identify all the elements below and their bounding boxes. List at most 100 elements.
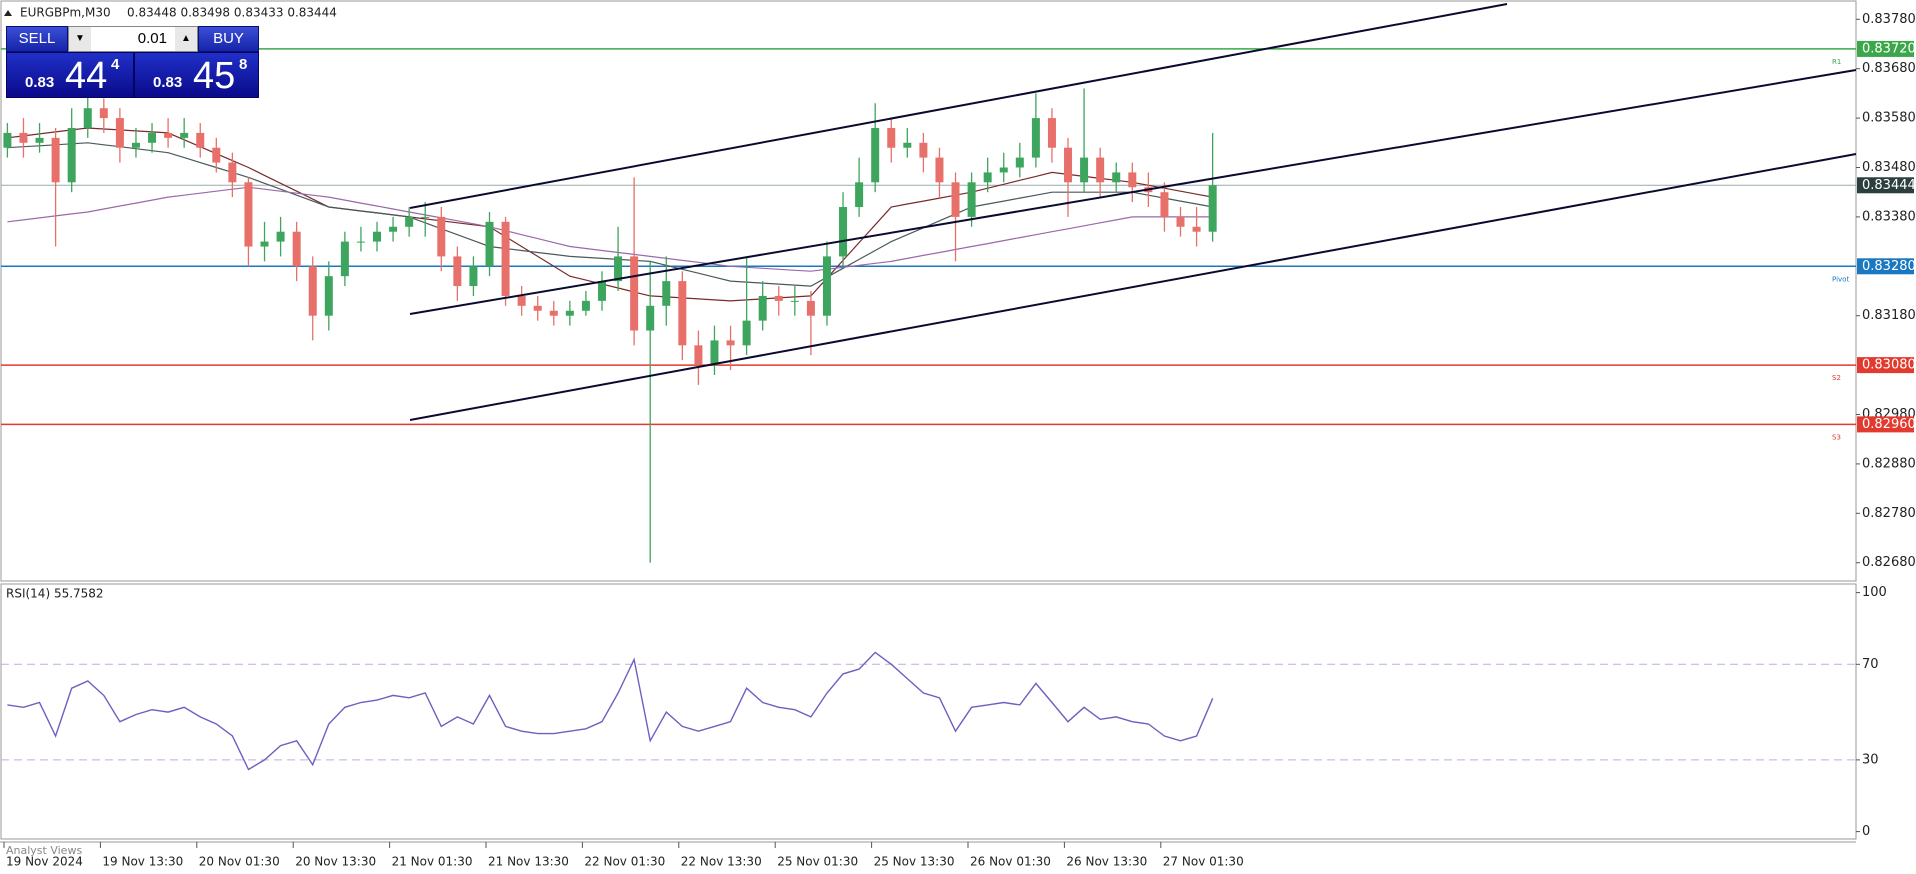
x-tick-label: 26 Nov 13:30 bbox=[1066, 855, 1147, 869]
x-tick-label: 21 Nov 01:30 bbox=[392, 855, 473, 869]
candle-body bbox=[855, 182, 864, 208]
analyst-views[interactable]: Analyst Views bbox=[6, 844, 82, 857]
candle-body bbox=[276, 231, 285, 242]
candle-body bbox=[356, 241, 365, 243]
rsi-line bbox=[7, 651, 1214, 771]
x-tick-label: 25 Nov 13:30 bbox=[874, 855, 955, 869]
candle-body bbox=[99, 108, 108, 119]
candle-body bbox=[967, 182, 976, 217]
candle-body bbox=[67, 127, 76, 183]
level-tag: Pivot bbox=[1832, 275, 1849, 283]
candle-body bbox=[935, 157, 944, 183]
candle-body bbox=[3, 132, 12, 148]
level-label: 0.83280 bbox=[1862, 259, 1916, 274]
candle-body bbox=[839, 207, 848, 257]
price-main: 45 bbox=[193, 55, 236, 97]
candle-body bbox=[887, 127, 896, 148]
y-tick-label: 0.83180 bbox=[1862, 308, 1916, 323]
candle-body bbox=[758, 295, 767, 321]
sell-button[interactable]: SELL bbox=[6, 26, 68, 52]
candle-body bbox=[260, 241, 269, 247]
level-label-bg bbox=[1857, 258, 1914, 275]
x-tick-label: 20 Nov 01:30 bbox=[199, 855, 280, 869]
candle-body bbox=[340, 241, 349, 277]
moving-average bbox=[7, 186, 1213, 272]
buy-button[interactable]: BUY bbox=[198, 26, 259, 52]
candle-body bbox=[1064, 147, 1073, 183]
lot-down[interactable]: ▼ bbox=[69, 27, 91, 51]
candle-body bbox=[292, 231, 301, 267]
candle-body bbox=[822, 256, 831, 316]
candle-body bbox=[517, 295, 526, 306]
candle-body bbox=[373, 231, 382, 242]
lot-input[interactable]: ▼ 0.01 ▲ bbox=[68, 26, 198, 52]
y-tick-label: 0.83380 bbox=[1862, 209, 1916, 224]
candle-body bbox=[1047, 118, 1056, 148]
y-tick-label: 0.83780 bbox=[1862, 12, 1916, 27]
candle-body bbox=[19, 132, 28, 143]
y-tick-label: 0.82880 bbox=[1862, 456, 1916, 471]
price-pip: 4 bbox=[111, 56, 120, 73]
channel-line bbox=[409, 69, 1857, 315]
candle-body bbox=[501, 221, 510, 296]
y-tick-label: 100 bbox=[1862, 585, 1887, 600]
candle-body bbox=[469, 266, 478, 287]
candle-body bbox=[903, 142, 912, 148]
candle-body bbox=[35, 137, 44, 143]
y-tick-label: 70 bbox=[1862, 657, 1879, 672]
level-label: 0.83080 bbox=[1862, 358, 1916, 373]
candle-body bbox=[597, 281, 606, 301]
candle-body bbox=[1015, 157, 1024, 168]
lot-up[interactable]: ▲ bbox=[175, 27, 197, 51]
x-tick-label: 27 Nov 01:30 bbox=[1163, 855, 1244, 869]
candle-body bbox=[389, 226, 398, 232]
candle-body bbox=[726, 340, 735, 346]
candle-body bbox=[1192, 226, 1201, 232]
candle-body bbox=[919, 142, 928, 158]
candle-body bbox=[774, 295, 783, 301]
candle-body bbox=[983, 172, 992, 183]
overlay-layer: 0.83720 R1 0.83444 0.83280 Pivot 0.83080 S2 0.8… bbox=[1832, 40, 1916, 441]
candle-body bbox=[180, 132, 189, 138]
y-tick-label: 0 bbox=[1862, 824, 1870, 839]
x-tick-label: 22 Nov 13:30 bbox=[681, 855, 762, 869]
indicator-title: RSI(14) 55.7582 bbox=[6, 587, 104, 601]
x-tick-label: 21 Nov 13:30 bbox=[488, 855, 569, 869]
symbol: EURGBPm,M30 bbox=[20, 6, 111, 20]
candle-body bbox=[581, 300, 590, 311]
price-big: 0.83 bbox=[153, 74, 183, 91]
candle-body bbox=[630, 256, 639, 331]
candle-body bbox=[324, 276, 333, 316]
level-tag: R1 bbox=[1832, 58, 1841, 66]
candle-body bbox=[308, 266, 317, 316]
x-tick-label: 25 Nov 01:30 bbox=[777, 855, 858, 869]
candle-body bbox=[646, 305, 655, 331]
x-tick-label: 22 Nov 01:30 bbox=[584, 855, 665, 869]
candle-body bbox=[871, 127, 880, 183]
collapse-icon[interactable] bbox=[4, 10, 12, 16]
price-main: 44 bbox=[65, 55, 108, 97]
candle-body bbox=[131, 142, 140, 148]
candle-body bbox=[614, 256, 623, 282]
candle-body bbox=[1031, 118, 1040, 158]
candle-body bbox=[164, 132, 173, 138]
ohlc-text: 0.83448 0.83498 0.83433 0.83444 bbox=[127, 6, 337, 20]
buy-price[interactable]: 0.83 45 8 bbox=[134, 52, 259, 98]
sell-price[interactable]: 0.83 44 4 bbox=[6, 52, 134, 98]
level-label: 0.82960 bbox=[1862, 417, 1916, 432]
level-label: 0.83444 bbox=[1862, 178, 1916, 193]
candle-body bbox=[51, 137, 60, 183]
candle-body bbox=[83, 108, 92, 128]
y-tick-label: 0.83580 bbox=[1862, 111, 1916, 126]
candle-body bbox=[115, 118, 124, 148]
candle-body bbox=[678, 281, 687, 346]
level-label-bg bbox=[1857, 40, 1914, 57]
y-tick-label: 30 bbox=[1862, 752, 1879, 767]
moving-average bbox=[7, 142, 1213, 287]
main-pane bbox=[0, 0, 1857, 582]
y-tick-label: 0.83480 bbox=[1862, 160, 1916, 175]
x-tick-label: 19 Nov 2024 bbox=[6, 855, 83, 869]
candle-body bbox=[485, 221, 494, 267]
candle-body bbox=[1160, 192, 1169, 217]
